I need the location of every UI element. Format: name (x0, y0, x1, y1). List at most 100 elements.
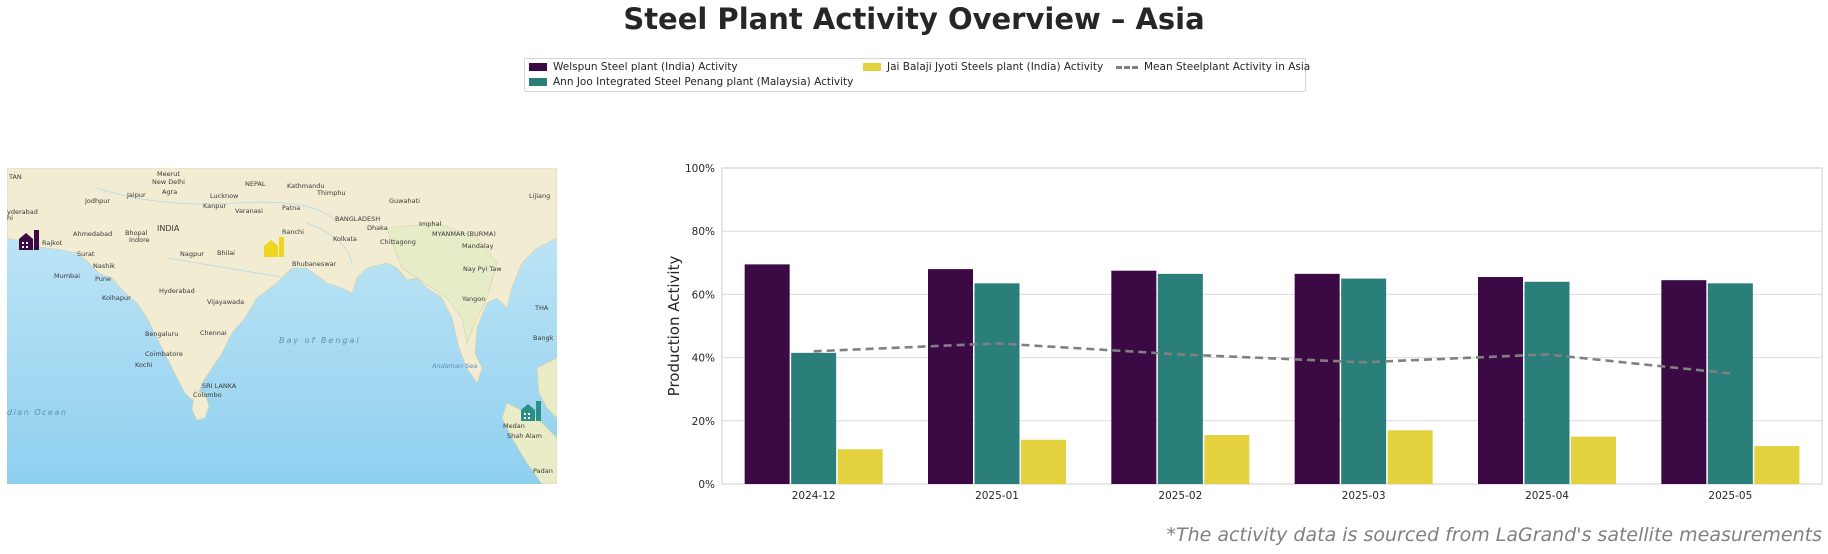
jai-balaji-plant-marker-icon (264, 237, 284, 257)
map-label: Padan (533, 467, 553, 475)
map-label: Hyderabad (159, 287, 195, 295)
map-land-malaysia (536, 357, 557, 419)
map-label: Kathmandu (287, 182, 324, 190)
map-label: MYANMAR (BURMA) (432, 230, 496, 238)
legend-item-ann-joo: Ann Joo Integrated Steel Penang plant (M… (529, 76, 853, 88)
map-label: SRI LANKA (202, 382, 237, 390)
legend-label-welspun: Welspun Steel plant (India) Activity (553, 61, 738, 73)
map-label: Shah Alam (507, 432, 542, 440)
bar-jai-2025-01 (1021, 439, 1066, 484)
ann-joo-plant-marker-icon (521, 401, 541, 421)
y-tick-label: 20% (692, 416, 715, 428)
map-label: Jodhpur (84, 197, 110, 205)
x-tick-label: 2025-02 (1158, 490, 1202, 502)
map-label: Patna (282, 204, 300, 212)
bar-ann-2025-03 (1341, 278, 1387, 484)
bar-welspun-2025-02 (1111, 270, 1157, 484)
bar-welspun-2025-05 (1661, 280, 1707, 484)
asia-map: TAN Meerut New Delhi Jaipur Agra Lucknow… (7, 168, 557, 484)
map-label: INDIA (157, 224, 180, 233)
y-tick-label: 40% (692, 353, 715, 365)
bar-jai-2024-12 (837, 449, 883, 484)
bar-welspun-2025-03 (1294, 273, 1340, 484)
bar-jai-2025-05 (1754, 446, 1800, 484)
x-tick-label: 2025-01 (975, 490, 1019, 502)
map-label: Yangon (461, 295, 485, 303)
chart-legend: Welspun Steel plant (India) Activity Ann… (524, 58, 1310, 92)
legend-dash-mean (1116, 65, 1138, 69)
bar-ann-2025-01 (974, 283, 1020, 484)
bars-group (744, 264, 1800, 484)
bar-jai-2025-02 (1204, 435, 1250, 484)
map-label: Kolhapur (102, 294, 131, 302)
map-label: Bhopal (125, 229, 148, 237)
map-label: Kanpur (203, 202, 226, 210)
map-label: Imphal (419, 220, 441, 228)
map-label: Guwahati (389, 197, 420, 205)
map-label: THA (534, 304, 549, 312)
bar-welspun-2024-12 (744, 264, 790, 484)
map-label: Mandalay (462, 242, 494, 250)
map-label: Andaman Sea (431, 362, 477, 370)
map-label: Surat (77, 250, 95, 258)
map-label: Nashik (93, 262, 115, 270)
y-tick-label: 0% (698, 479, 715, 491)
map-label: Bangk (533, 334, 554, 342)
legend-label-jai-balaji: Jai Balaji Jyoti Steels plant (India) Ac… (887, 61, 1104, 73)
x-tick-label: 2024-12 (792, 490, 836, 502)
x-tick-label: 2025-05 (1708, 490, 1752, 502)
map-label: Bhilai (217, 249, 235, 257)
map-label: Indore (129, 236, 150, 244)
map-label: Jaipur (126, 191, 146, 199)
y-tick-label: 60% (692, 289, 715, 301)
legend-item-mean: Mean Steelplant Activity in Asia (1116, 61, 1310, 73)
plot-frame (721, 167, 1823, 485)
map-label: TAN (8, 173, 22, 181)
legend-swatch-jai-balaji (863, 63, 881, 71)
map-label: Chittagong (380, 238, 416, 246)
map-land-myanmar (386, 222, 498, 345)
bar-jai-2025-04 (1571, 436, 1616, 484)
y-tick-label: 80% (692, 226, 715, 238)
map-label: BANGLADESH (335, 215, 380, 223)
y-axis-label: Production Activity (665, 256, 683, 397)
map-label: Kolkata (333, 235, 357, 243)
data-source-footnote: *The activity data is sourced from LaGra… (1166, 524, 1822, 546)
map-label: NEPAL (245, 180, 266, 188)
gridlines (722, 167, 1822, 485)
map-label: Colombo (193, 391, 222, 399)
map-rivers (96, 187, 353, 279)
map-label: Nagpur (180, 250, 204, 258)
map-label: Dhaka (367, 224, 388, 232)
map-label: Ranchi (282, 228, 304, 236)
map-label: Ahmedabad (73, 230, 112, 238)
legend-item-welspun: Welspun Steel plant (India) Activity (529, 61, 738, 73)
legend-swatch-welspun (529, 63, 547, 71)
map-label: Lucknow (210, 192, 239, 200)
legend-label-ann-joo: Ann Joo Integrated Steel Penang plant (M… (553, 76, 854, 88)
x-tick-label: 2025-04 (1525, 490, 1569, 502)
map-label: Meerut (157, 170, 180, 178)
map-label: Vijayawada (207, 298, 244, 306)
legend-swatch-ann-joo (529, 78, 547, 86)
y-tick-label: 100% (685, 163, 715, 175)
map-label: Thimphu (316, 189, 346, 197)
map-label: hi (7, 214, 13, 222)
map-label: Agra (162, 188, 177, 196)
map-label: Kochi (135, 361, 153, 369)
bar-ann-2025-02 (1157, 273, 1203, 484)
y-ticks: 0% 20% 40% 60% 80% 100% (685, 163, 715, 491)
bar-jai-2025-03 (1387, 430, 1433, 484)
map-label: Medan (503, 422, 525, 430)
map-land-sumatra (501, 402, 557, 484)
map-label: Coimbatore (145, 350, 183, 358)
map-label: Bay of Bengal (279, 336, 361, 345)
map-label: Rajkot (42, 239, 63, 247)
map-label: Varanasi (235, 207, 263, 215)
legend-item-jai-balaji: Jai Balaji Jyoti Steels plant (India) Ac… (863, 61, 1103, 73)
legend-label-mean: Mean Steelplant Activity in Asia (1144, 61, 1311, 73)
figure-title: Steel Plant Activity Overview – Asia (623, 2, 1205, 36)
x-tick-label: 2025-03 (1342, 490, 1386, 502)
bar-ann-2025-05 (1707, 283, 1753, 484)
